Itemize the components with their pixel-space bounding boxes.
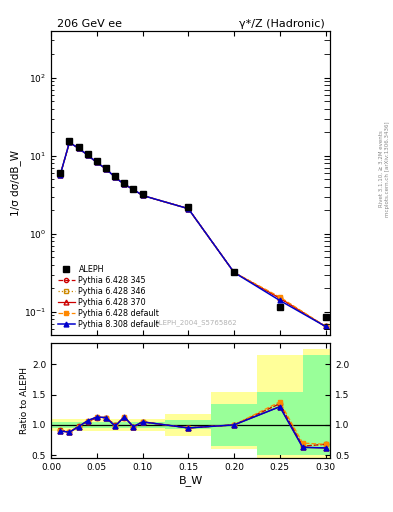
Pythia 6.428 370	[67, 139, 72, 145]
Pythia 6.428 345	[76, 145, 81, 151]
Pythia 6.428 346	[58, 172, 62, 178]
Pythia 8.308 default	[232, 269, 237, 275]
Pythia 6.428 default	[131, 186, 136, 193]
Pythia 6.428 370	[232, 269, 237, 275]
Pythia 6.428 default	[140, 193, 145, 199]
Pythia 6.428 345	[58, 172, 62, 178]
Pythia 6.428 345	[113, 174, 118, 180]
Y-axis label: Ratio to ALEPH: Ratio to ALEPH	[20, 367, 29, 434]
Pythia 6.428 default	[94, 159, 99, 165]
Pythia 6.428 370	[76, 145, 81, 151]
Pythia 6.428 345	[104, 166, 108, 172]
ALEPH	[122, 180, 127, 186]
Pythia 6.428 345	[122, 181, 127, 187]
Pythia 8.308 default	[76, 145, 81, 151]
Pythia 6.428 default	[58, 172, 62, 178]
X-axis label: B_W: B_W	[178, 475, 203, 486]
Pythia 8.308 default	[94, 159, 99, 165]
Pythia 6.428 default	[67, 139, 72, 145]
Pythia 6.428 370	[122, 181, 127, 187]
Line: Pythia 6.428 default: Pythia 6.428 default	[58, 140, 328, 329]
Pythia 8.308 default	[131, 186, 136, 193]
Pythia 6.428 default	[85, 152, 90, 158]
ALEPH	[85, 151, 90, 157]
ALEPH	[76, 144, 81, 150]
Pythia 6.428 346	[140, 193, 145, 199]
Pythia 6.428 370	[277, 295, 282, 301]
Pythia 6.428 346	[122, 181, 127, 187]
Pythia 6.428 346	[323, 324, 328, 330]
Pythia 8.308 default	[323, 324, 328, 330]
Line: ALEPH: ALEPH	[57, 138, 328, 320]
Pythia 8.308 default	[67, 139, 72, 145]
ALEPH	[186, 204, 191, 210]
Text: γ*/Z (Hadronic): γ*/Z (Hadronic)	[239, 19, 325, 29]
Pythia 6.428 346	[94, 159, 99, 165]
ALEPH	[323, 314, 328, 321]
Pythia 6.428 346	[104, 166, 108, 172]
Pythia 6.428 345	[232, 269, 237, 275]
Pythia 6.428 default	[277, 294, 282, 300]
Pythia 6.428 370	[140, 193, 145, 199]
ALEPH	[277, 304, 282, 310]
Text: Rivet 3.1.10, ≥ 3.2M events: Rivet 3.1.10, ≥ 3.2M events	[379, 131, 384, 207]
Line: Pythia 6.428 370: Pythia 6.428 370	[58, 140, 328, 329]
Pythia 6.428 345	[85, 152, 90, 158]
Pythia 8.308 default	[104, 166, 108, 172]
Pythia 6.428 345	[323, 324, 328, 330]
Pythia 8.308 default	[85, 152, 90, 158]
Pythia 6.428 370	[85, 152, 90, 158]
ALEPH	[140, 191, 145, 198]
Pythia 6.428 346	[186, 206, 191, 212]
Text: 206 GeV ee: 206 GeV ee	[57, 19, 122, 29]
ALEPH	[58, 170, 62, 176]
Pythia 6.428 default	[323, 324, 328, 330]
Pythia 8.308 default	[113, 174, 118, 180]
ALEPH	[94, 158, 99, 164]
Pythia 6.428 345	[94, 159, 99, 165]
Pythia 6.428 370	[94, 159, 99, 165]
Pythia 6.428 345	[67, 139, 72, 145]
Pythia 8.308 default	[140, 193, 145, 199]
Pythia 6.428 default	[186, 206, 191, 212]
Pythia 6.428 370	[58, 172, 62, 178]
Pythia 6.428 370	[113, 174, 118, 180]
Pythia 8.308 default	[277, 297, 282, 304]
Pythia 6.428 default	[122, 181, 127, 187]
ALEPH	[113, 173, 118, 179]
ALEPH	[104, 165, 108, 171]
Pythia 6.428 346	[113, 174, 118, 180]
Pythia 6.428 346	[232, 269, 237, 275]
Pythia 6.428 345	[131, 186, 136, 193]
Line: Pythia 6.428 345: Pythia 6.428 345	[58, 140, 328, 329]
Pythia 6.428 default	[104, 166, 108, 172]
ALEPH	[67, 138, 72, 144]
Y-axis label: 1/σ dσ/dB_W: 1/σ dσ/dB_W	[10, 150, 21, 216]
Pythia 6.428 346	[67, 139, 72, 145]
Legend: ALEPH, Pythia 6.428 345, Pythia 6.428 346, Pythia 6.428 370, Pythia 6.428 defaul: ALEPH, Pythia 6.428 345, Pythia 6.428 34…	[55, 263, 162, 331]
Pythia 6.428 370	[104, 166, 108, 172]
Line: Pythia 8.308 default: Pythia 8.308 default	[58, 140, 328, 329]
Pythia 8.308 default	[122, 181, 127, 187]
Pythia 6.428 345	[277, 295, 282, 301]
Pythia 6.428 346	[131, 186, 136, 193]
Pythia 8.308 default	[186, 206, 191, 212]
Line: Pythia 6.428 346: Pythia 6.428 346	[58, 140, 328, 329]
Pythia 6.428 345	[186, 206, 191, 212]
Pythia 6.428 default	[232, 269, 237, 275]
Pythia 6.428 346	[277, 295, 282, 301]
Text: mcplots.cern.ch [arXiv:1306.3436]: mcplots.cern.ch [arXiv:1306.3436]	[385, 121, 390, 217]
Pythia 6.428 default	[113, 174, 118, 180]
Pythia 6.428 370	[131, 186, 136, 193]
Pythia 6.428 345	[140, 193, 145, 199]
ALEPH	[232, 269, 237, 275]
Pythia 6.428 370	[323, 324, 328, 330]
Pythia 6.428 346	[76, 145, 81, 151]
Pythia 6.428 346	[85, 152, 90, 158]
Pythia 6.428 default	[76, 145, 81, 151]
ALEPH	[131, 185, 136, 191]
Pythia 6.428 370	[186, 206, 191, 212]
Pythia 8.308 default	[58, 172, 62, 178]
Text: ALEPH_2004_S5765862: ALEPH_2004_S5765862	[155, 319, 237, 326]
